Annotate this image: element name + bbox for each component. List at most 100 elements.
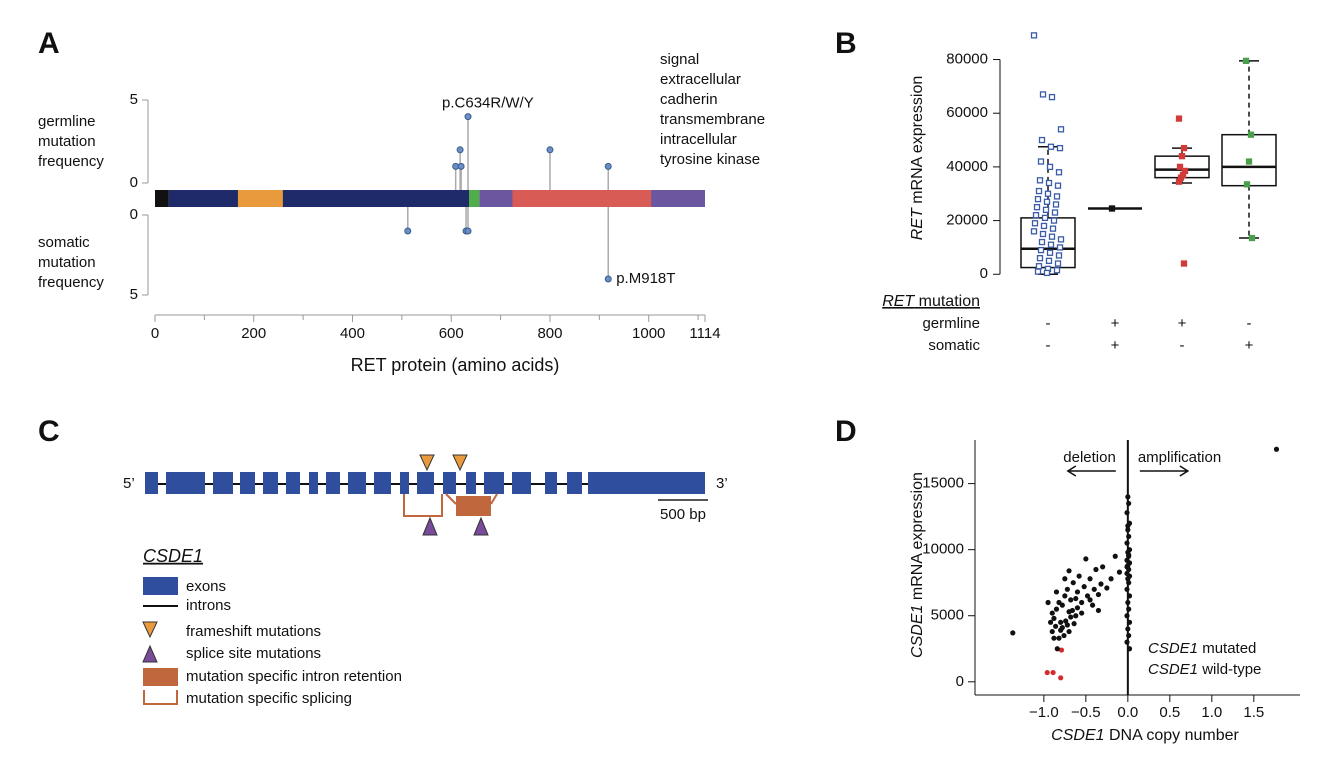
panel-label: A [38,27,60,60]
point [1079,610,1085,616]
point [1056,144,1064,152]
point [1056,244,1064,251]
point [1108,576,1114,582]
exon [466,472,476,494]
point [1245,158,1253,165]
point [1035,263,1043,270]
point [1074,589,1081,595]
track-label: mutation [38,133,96,150]
point [1125,523,1131,529]
point [1095,607,1102,614]
track-label: frequency [38,153,104,170]
point [1044,190,1052,197]
domain-legend: extracellular [660,71,741,88]
point [1112,553,1118,559]
table-cell: - [1046,315,1051,332]
point [1037,246,1045,254]
point [1066,568,1072,574]
point [1047,143,1055,150]
point [1095,591,1102,598]
exon [484,472,504,494]
x-axis-label: CSDE1 DNA copy number [1051,727,1239,744]
point [1125,576,1131,582]
point [1057,236,1065,243]
point [1054,260,1062,267]
point [1048,93,1056,101]
y-tick-label: 60000 [946,104,988,121]
exon [443,472,456,494]
point [1044,669,1050,676]
point [1273,446,1280,452]
panel-label: C [38,415,60,448]
point [1054,182,1062,189]
exon [240,472,255,494]
domain [469,190,480,207]
point [1045,257,1053,264]
point [1124,564,1130,570]
point [1124,586,1130,592]
x-tick-label: 400 [340,325,365,342]
domain [155,190,169,207]
point [1043,198,1051,205]
point [1124,613,1130,619]
point [1242,57,1250,65]
y-tick-label: 0 [956,673,964,690]
legend-text: exons [186,578,226,595]
point [1034,268,1042,275]
x-tick-label: 800 [537,325,562,342]
point [1041,214,1049,222]
point [1069,607,1076,614]
y-tick-label: 80000 [946,50,988,67]
y-tick-label: 15000 [922,475,964,492]
legend-frameshift [142,621,158,639]
legend-retention [143,668,178,686]
point [1124,639,1130,645]
x-axis-label: RET protein (amino acids) [351,355,560,375]
point [1243,181,1251,188]
exon [400,472,409,494]
y-axis-label: RET mRNA expression [909,76,926,241]
annotation: deletion [1063,449,1116,466]
point [1059,625,1065,631]
point [1073,595,1079,602]
point [1073,613,1079,619]
domain-legend: tyrosine kinase [660,151,760,168]
point [1126,580,1132,586]
y-tick-label: 0 [130,174,138,191]
point [1053,267,1061,274]
point [1034,195,1042,203]
point [1055,252,1063,259]
point [1053,589,1060,595]
exons [145,472,705,494]
exon [588,472,705,494]
mutation-dot [604,162,612,170]
point [1049,610,1055,616]
track-label: mutation [38,254,96,271]
point [1053,606,1060,612]
x-tick-label: −0.5 [1071,704,1101,721]
mutation-dot [464,227,472,235]
mutation-dot [457,162,465,170]
row-label: germline [922,315,980,332]
point [1126,619,1133,625]
scale-label: 500 bp [660,506,706,523]
annotation: p.M918T [616,270,675,287]
point [1178,153,1186,160]
exon [567,472,582,494]
domain [168,190,470,207]
exon [166,472,205,494]
mutation-dot [464,113,472,121]
point [1124,510,1130,516]
point [1081,584,1087,590]
exon [309,472,318,494]
point [1062,576,1068,582]
point [1045,179,1053,187]
table-cell: + [1111,315,1120,332]
y-tick-label: 40000 [946,158,988,175]
point [1035,187,1043,195]
point [1058,675,1064,681]
point [1058,619,1064,625]
legend-exon [143,577,178,595]
point [1040,222,1048,230]
